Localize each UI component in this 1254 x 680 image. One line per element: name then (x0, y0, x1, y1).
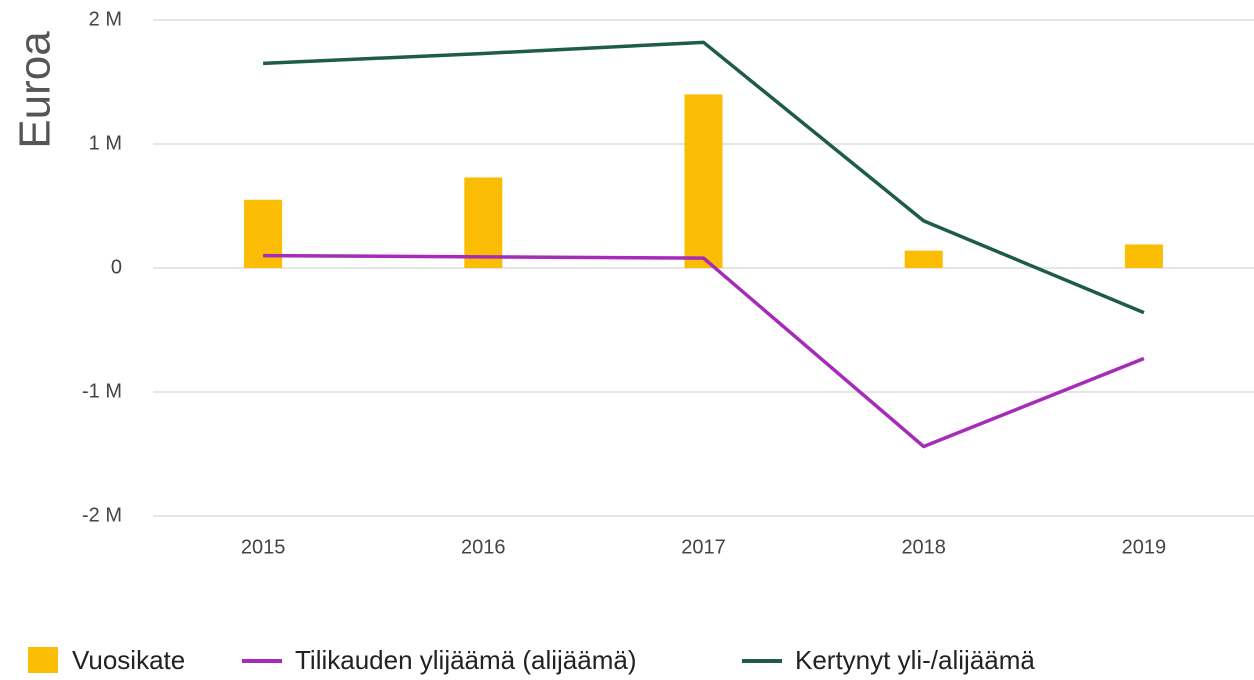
legend-label: Kertynyt yli-/alijäämä (795, 645, 1035, 675)
line (263, 253, 1145, 449)
bar (244, 199, 283, 268)
y-tick-label: -1 M (82, 380, 122, 402)
y-tick-label: -2 M (82, 504, 122, 526)
legend-label: Vuosikate (72, 645, 185, 675)
x-tick-label: 2017 (681, 536, 726, 558)
x-tick-label: 2018 (901, 536, 946, 558)
x-tick-label: 2015 (241, 536, 286, 558)
line (263, 40, 1145, 315)
y-tick-label: 2 M (89, 8, 122, 30)
y-tick-label: 1 M (89, 132, 122, 154)
bar (1124, 244, 1163, 268)
x-tick-label: 2016 (461, 536, 506, 558)
bar (684, 94, 723, 269)
y-axis-title: Euroa (11, 31, 60, 149)
legend-label: Tilikauden ylijäämä (alijäämä) (295, 645, 637, 675)
bar (464, 177, 503, 268)
legend-swatch (28, 647, 58, 673)
bar (904, 250, 943, 268)
x-tick-label: 2019 (1122, 536, 1167, 558)
y-tick-label: 0 (111, 256, 122, 278)
